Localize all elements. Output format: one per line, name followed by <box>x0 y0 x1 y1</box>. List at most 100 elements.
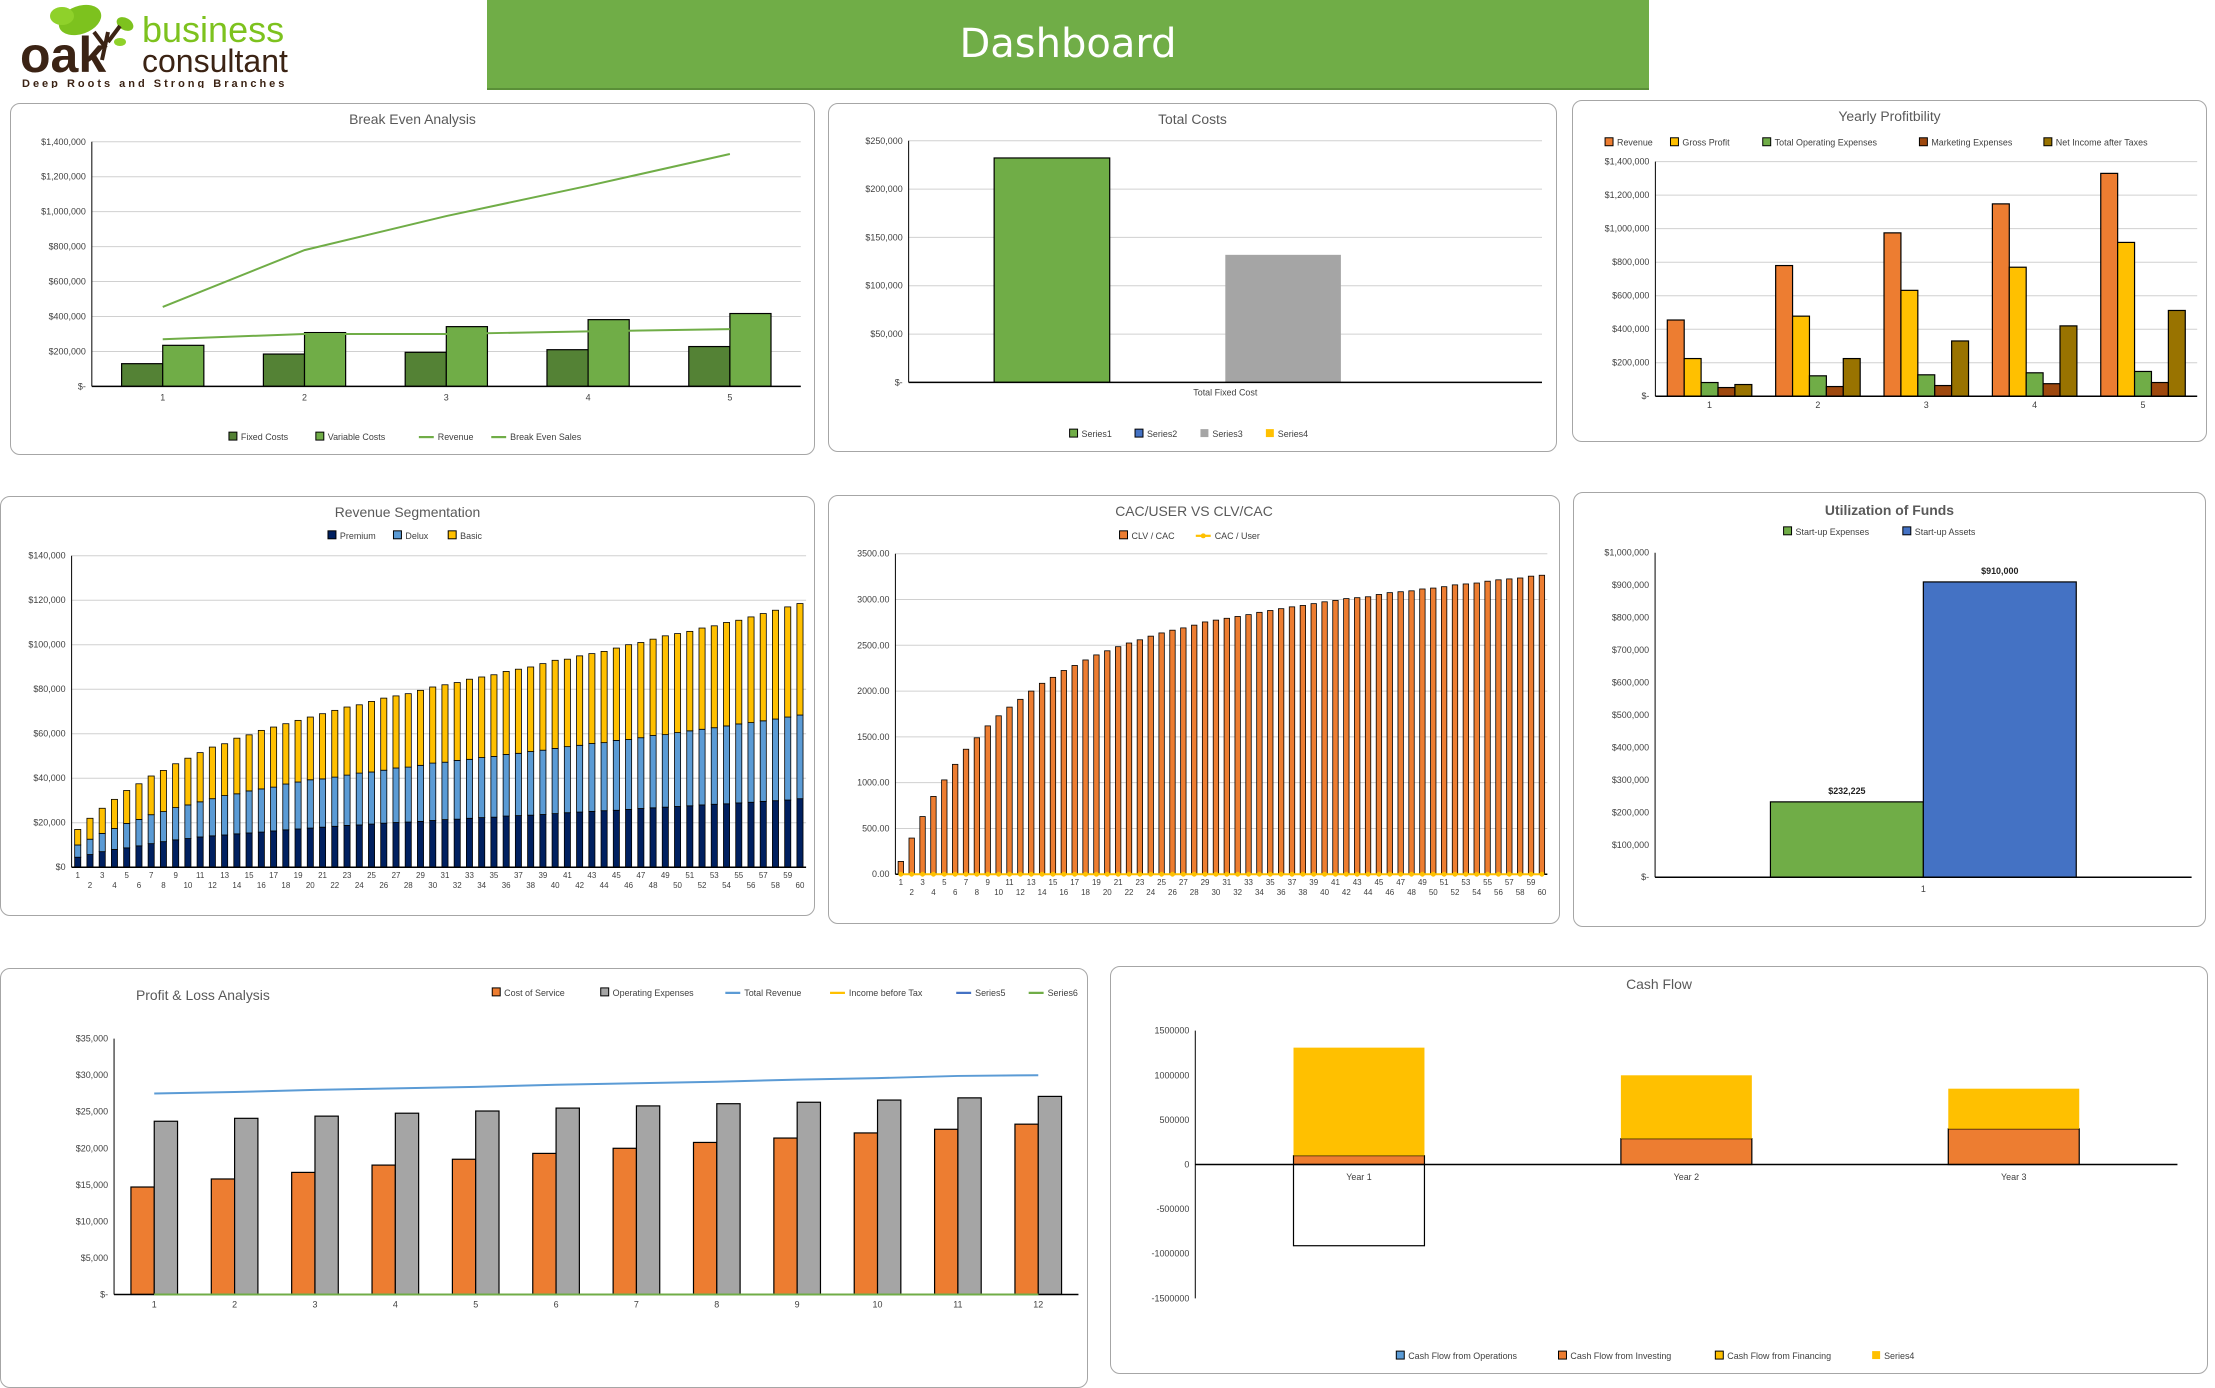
line-marker <box>1137 871 1143 877</box>
bar-delux <box>527 751 535 816</box>
bar-cash-flow-from-financing <box>1292 1163 1426 1247</box>
bar-premium <box>453 818 461 868</box>
legend-item: Variable Costs <box>315 431 386 442</box>
bar-basic <box>184 757 192 806</box>
line-marker <box>1376 871 1382 877</box>
x-tick-label: 5 <box>942 878 947 887</box>
bar-clv-cac <box>1386 592 1393 875</box>
line-marker <box>1343 871 1349 877</box>
line-marker <box>898 871 904 877</box>
bar-premium <box>478 817 486 868</box>
x-tick-label: 7 <box>964 878 969 887</box>
y-tick-label: $250,000 <box>865 136 902 146</box>
bar-premium <box>110 849 118 868</box>
bar-clv-cac <box>1028 690 1035 875</box>
x-tick-label: 28 <box>404 881 413 890</box>
logo-word: oak <box>20 27 106 83</box>
line-marker <box>1539 871 1545 877</box>
x-tick-label: 2 <box>232 1299 237 1309</box>
bar-clv-cac <box>1451 584 1459 875</box>
x-tick-label: 13 <box>1027 878 1036 887</box>
x-tick-label: 17 <box>1070 878 1079 887</box>
line-marker <box>920 871 926 877</box>
x-tick-label: 33 <box>465 871 474 880</box>
bar-basic <box>551 659 559 749</box>
x-tick-label: 25 <box>367 871 376 880</box>
bar-fixed-costs <box>546 349 589 387</box>
legend-label: Series3 <box>1212 429 1242 439</box>
bar-basic <box>710 625 718 729</box>
bar-total-operating-expenses <box>1808 375 1827 397</box>
bar-premium <box>588 810 596 868</box>
legend-label: Series6 <box>1048 988 1078 998</box>
legend-item: Cash Flow from Financing <box>1714 1350 1831 1361</box>
legend-label: Cash Flow from Operations <box>1408 1351 1517 1361</box>
x-tick-label: 47 <box>636 871 645 880</box>
line-marker <box>1028 871 1034 877</box>
bar-premium <box>380 822 388 868</box>
bar-premium <box>723 803 730 868</box>
y-tick-label: $100,000 <box>865 281 902 291</box>
y-tick-label: $50,000 <box>870 329 902 339</box>
bar-clv-cac <box>1201 621 1209 875</box>
bar-delux <box>588 743 596 812</box>
x-tick-label: 39 <box>1309 878 1318 887</box>
legend-swatch <box>228 431 238 441</box>
bar-premium <box>208 835 216 868</box>
y-tick-label: $1,200,000 <box>41 172 86 182</box>
bar-marketing-expenses <box>1717 386 1736 397</box>
x-tick-label: 50 <box>1429 888 1438 897</box>
x-tick-label: 41 <box>1331 878 1340 887</box>
line-marker <box>963 871 969 877</box>
x-tick-label: 4 <box>393 1299 398 1309</box>
x-tick-label: 45 <box>612 871 621 880</box>
chart-title: Break Even Analysis <box>349 111 476 127</box>
bar-delux <box>429 762 437 821</box>
bar-clv-cac <box>1158 632 1165 875</box>
x-tick-label: 10 <box>183 881 192 890</box>
y-tick-label: $- <box>100 1289 108 1299</box>
bar-marketing-expenses <box>2042 383 2061 397</box>
x-tick-label: 5 <box>124 871 129 880</box>
bar-operating-expenses <box>555 1107 580 1296</box>
x-tick-label: 36 <box>1277 888 1286 897</box>
line-marker <box>930 871 936 877</box>
line-marker <box>1398 871 1404 877</box>
line-marker <box>941 871 947 877</box>
bar-series4 <box>1948 1088 2080 1129</box>
bar-basic <box>98 807 106 834</box>
bar-clv-cac <box>1212 619 1220 875</box>
oak-leaf-icon <box>50 4 134 61</box>
y-tick-label: $60,000 <box>33 729 65 739</box>
bar-net-income-after-taxes <box>2167 309 2186 397</box>
bar-cost-of-service <box>451 1158 477 1296</box>
bar-operating-expenses <box>716 1103 741 1296</box>
bar-operating-expenses <box>796 1101 822 1296</box>
logo-line1: business <box>142 9 284 50</box>
y-tick-label: $800,000 <box>1612 257 1649 267</box>
bar-cash-flow-from-investing <box>1620 1138 1753 1166</box>
legend-item: Start-up Assets <box>1902 526 1976 537</box>
x-tick-label: 2 <box>88 881 93 890</box>
bar-delux <box>245 790 253 834</box>
y-tick-label: $100,000 <box>28 640 65 650</box>
bar-delux <box>710 727 718 805</box>
x-tick-label: 1 <box>1707 400 1712 410</box>
line-marker <box>1017 871 1023 877</box>
total-costs-chart: Total Costs $- $50,000 $100,000 $150,000 $200… <box>865 111 1542 439</box>
bar-delux <box>184 804 192 839</box>
y-tick-label: $600,000 <box>49 277 86 287</box>
y-tick-label: $- <box>1641 391 1649 401</box>
y-tick-label: $800,000 <box>49 242 86 252</box>
bar-basic <box>649 638 657 736</box>
y-tick-label: $700,000 <box>1612 645 1649 655</box>
bar-net-income-after-taxes <box>1842 357 1861 397</box>
bar-clv-cac <box>1517 577 1524 875</box>
legend-item: Start-up Expenses <box>1783 526 1870 537</box>
bar-clv-cac <box>1299 605 1306 875</box>
line-marker <box>1235 871 1241 877</box>
y-tick-label: $400,000 <box>1612 324 1649 334</box>
legend-item: Fixed Costs <box>228 431 289 442</box>
bar-premium <box>661 806 669 868</box>
data-label: $232,225 <box>1828 786 1865 796</box>
